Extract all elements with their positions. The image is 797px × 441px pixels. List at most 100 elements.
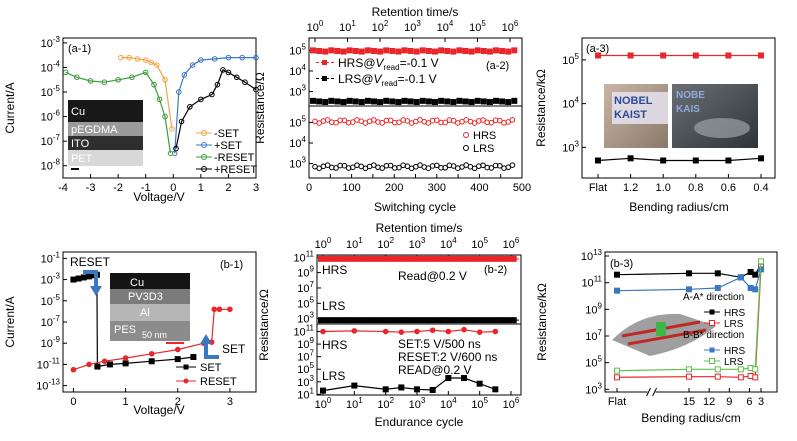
b2-upper-point-0-21 [387, 255, 392, 262]
b3-legend-marker-2 [709, 347, 715, 353]
a1-point-2-9 [162, 113, 168, 120]
a3-ytick-label-1: 104 [562, 96, 579, 111]
b2-upper-point-1-19 [380, 317, 385, 324]
a2-lower-point-0-14 [371, 117, 377, 123]
a3-panel-label: (a-3) [586, 43, 609, 55]
a3-photo-left-film [612, 92, 668, 124]
a2-upper-point-1-30 [493, 97, 499, 104]
b2-upper-point-0-26 [403, 255, 408, 262]
b2-upper-point-0-12 [357, 255, 362, 262]
b2-upper-point-1-13 [360, 317, 365, 324]
a1-layer-ito [68, 136, 143, 150]
b3-device-photo: A B* [612, 313, 716, 356]
a1-point-1-3 [189, 62, 196, 68]
a1-legend-label-0: -SET [214, 128, 239, 140]
a1-xlabel: Voltage/V [133, 190, 184, 204]
b1-point-1-2 [101, 358, 108, 365]
a1-ytick-label-5: 10-8 [41, 158, 61, 173]
a2-lower-point-0-47 [509, 117, 516, 123]
b1-inset-pv3d3: PV3D3 [128, 291, 163, 303]
b2-upper-point-0-6 [337, 255, 342, 262]
a2-lower-point-0-9 [350, 119, 356, 125]
b1-ytick-label-2: 10-5 [41, 293, 61, 308]
b2-upper-hrs-label: HRS [322, 263, 347, 277]
b2-ttick-label-6: 106 [503, 236, 520, 251]
a1-xtick-label-1: -3 [86, 182, 96, 194]
b2-upper-point-0-50 [483, 255, 487, 262]
b1-annot-set: SET [222, 342, 246, 356]
a2-lower-point-0-3 [324, 117, 331, 123]
a2-ttick-label-6: 106 [502, 19, 519, 34]
b2-upper-point-0-54 [496, 255, 501, 262]
b2-frame [316, 254, 522, 396]
b2-upper-point-1-10 [351, 317, 355, 324]
a2-lower-point-1-5 [333, 165, 339, 171]
b2-ttick-label-1: 101 [346, 236, 363, 251]
a1-point-1-5 [211, 56, 218, 62]
a2-ticks: 0 100 200 300 400 500 100 101 102 103 104 105 106 105… [289, 19, 531, 194]
a3-xtick-label-3: 0.8 [688, 182, 703, 194]
b1-point-1-1 [86, 361, 92, 368]
b3-legend-hrs-1: HRS [724, 308, 745, 319]
a2-lower-point-1-3 [324, 162, 331, 169]
a2-leg-hrs-pre: HRS@ [338, 56, 376, 70]
a1-point-3-3 [198, 96, 204, 103]
a3-point-0-0 [595, 52, 601, 59]
b3-series [614, 258, 764, 381]
b3-ticks: Flat 15 12 9 6 3 1013 1011 109 107 105 103 [581, 248, 764, 408]
a2-upper-point-1-11 [377, 99, 384, 106]
b2-upper-read-label: Read@0.2 V [398, 269, 467, 283]
a2-upper-point-0-14 [395, 48, 402, 55]
b2-upper-point-1-39 [446, 317, 451, 324]
b1-inset-pes: PES [114, 324, 136, 336]
b2-upper-point-1-49 [479, 317, 484, 324]
a1-point-3-7 [225, 69, 232, 76]
a1-legend: -SET +SET -RESET +RESET [196, 128, 257, 176]
a2-upper-point-1-3 [328, 97, 335, 104]
b2-upper-point-1-26 [403, 317, 408, 324]
b1-xlabel: Voltage/V [133, 403, 184, 417]
a2-lower-point-1-9 [350, 164, 356, 171]
b1-legend-marker-1 [183, 378, 189, 384]
b2-upper-point-0-9 [347, 255, 352, 262]
a2-upper-point-1-7 [352, 98, 359, 105]
b1-point-0-10 [174, 356, 181, 363]
a1-legend-label-2: -RESET [214, 152, 255, 164]
b2-lower-point-1-7 [461, 375, 467, 382]
b2-upper-point-1-45 [466, 317, 471, 324]
a1-point-0-2 [153, 62, 160, 68]
a1-xtick-label-3: -1 [141, 182, 151, 194]
b3-axis-break [647, 388, 656, 396]
a2-ttick-label-2: 102 [372, 19, 389, 34]
a1-line-3 [175, 69, 257, 149]
b2-upper-point-0-52 [489, 255, 494, 262]
a1-point-2-8 [156, 96, 163, 103]
a1-legend-marker-1 [201, 142, 207, 148]
a2-ttick-label-5: 105 [469, 19, 486, 34]
b2-lower-line-1 [322, 377, 496, 392]
b2-lower-point-0-3 [398, 329, 405, 335]
b2-upper-point-0-55 [499, 255, 504, 262]
a1-point-3-0 [173, 145, 179, 152]
a2-legend-hrs-marker [322, 60, 327, 65]
a2-upper-point-0-12 [383, 47, 390, 54]
b1-inset-scale-bar [166, 342, 184, 344]
a2-lower-point-1-16 [379, 165, 386, 171]
b2-xtick-label-1: 101 [346, 396, 363, 411]
b3-point-0-0 [614, 271, 620, 278]
a2-upper-point-1-6 [346, 97, 353, 104]
b2-upper-point-1-55 [499, 317, 504, 324]
panel-b1: 0 1 2 3 10-1 10-3 10-5 10-7 10-9 10-11 10-13 Cu PV… [3, 250, 257, 417]
a2-lower-point-1-38 [471, 165, 478, 172]
b1-legend-label-1: RESET [200, 376, 237, 388]
b2-ttick-label-3: 103 [409, 236, 426, 251]
b3-point-2-2 [714, 285, 721, 291]
a2-lower-point-1-46 [505, 164, 512, 171]
a2-upper-point-0-19 [425, 47, 432, 54]
a1-point-3-2 [187, 103, 193, 110]
b2-upper-point-1-6 [337, 317, 342, 324]
b2-upper-point-0-47 [473, 255, 478, 262]
a1-point-0-7 [118, 54, 124, 61]
b3-point-3-2 [714, 366, 721, 373]
a1-ylabel: Current/A [3, 82, 17, 133]
